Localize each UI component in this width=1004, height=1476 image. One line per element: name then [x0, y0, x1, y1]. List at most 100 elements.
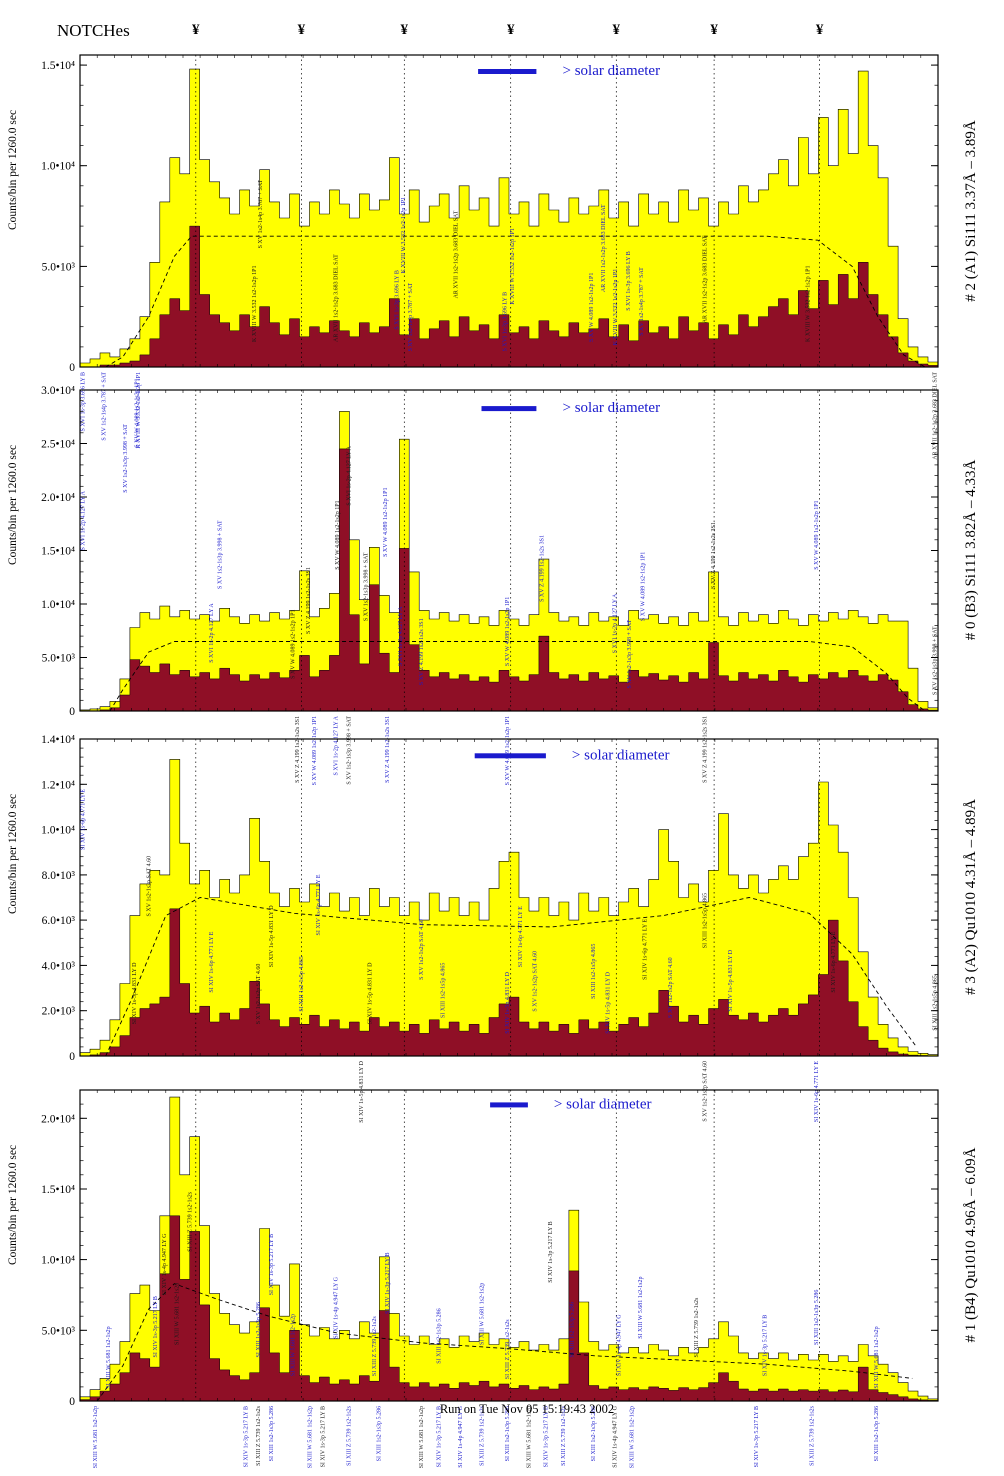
line-id-label: SI XIV 1s-5p 4.831 LY D [269, 905, 275, 967]
solar-diameter-label: > solar diameter [572, 747, 670, 763]
line-id-label: SI XIII 1s2-1s3p 5.286 [256, 1302, 262, 1357]
line-id-label: SI XIV 1s-6p 4.771 LY E [80, 789, 86, 850]
solar-diameter-label: > solar diameter [563, 400, 661, 416]
panel-3: 0 2.0•10³ 4.0•10³ 6.0•10³ 8.0•10³ 1.0•10⁴ 1.2•… [41, 734, 939, 1123]
y-tick-label: 4.0•10³ [42, 960, 76, 972]
line-id-label: SI XIV 1s-6p 4.771 LY E [209, 931, 215, 992]
y-tick-label: 2.0•10³ [42, 1006, 76, 1018]
panel-1-title: # 2 (A1) Si111 3.37Å – 3.89Å [963, 120, 979, 302]
notch-symbol: ¥ [192, 22, 200, 38]
line-id-label: K XVIII W 3.532 1s2-1s2p 1P1 [805, 266, 811, 342]
line-id-label: S XV 1s2-1s2p SAT 4.60 [419, 919, 425, 980]
line-id-label: SI XIV 1s-6p 4.771 LY E [518, 906, 524, 967]
y-tick-label: 0 [69, 362, 75, 374]
line-id-label: SI XIV 1s-4p 4.947 LY G [617, 1314, 623, 1376]
line-id-label: SI XIII W 5.681 1s2-1s2p [629, 1406, 635, 1468]
y-tick-label: 5.0•10³ [42, 653, 76, 665]
notch-symbol: ¥ [507, 22, 515, 38]
y-tick-label: 2.0•10⁴ [41, 492, 75, 504]
line-id-label: SI XIV 1s-4p 4.947 LY G [333, 1276, 339, 1338]
y-tick-label: 2.0•10⁴ [41, 1113, 75, 1125]
line-id-label: SI XIII 1s2-1s5p 4.865 [441, 963, 447, 1018]
line-id-label: SI XIII W 5.681 1s2-1s2p [93, 1406, 99, 1468]
panel-2-ylabel: Counts/bin per 1260.0 sec [7, 445, 19, 565]
line-id-label: S XVI 1s-2p 4.127 LY A [209, 603, 215, 663]
line-id-label: SI XIV 1s-3p 5.217 LY B [762, 1315, 768, 1376]
line-id-label: SI XIII 1s2-1s3p 5.286 [874, 1406, 880, 1461]
line-id-label: SI XIV 1s-5p 4.831 LY D [359, 1060, 365, 1122]
line-id-label: SI XIII Z 5.739 1s2-1s2s [561, 1405, 567, 1465]
line-id-label: S XV W 4.089 1s2-1s2p 1P1 [641, 552, 647, 621]
line-id-label: K XVIII W 3.532 1s2-1s2p 1P1 [510, 228, 516, 304]
line-id-label: SI XIV 1s-5p 4.831 LY D [505, 971, 511, 1033]
line-id-label: S XV 1s2-1s3p 3.998 + SAT [123, 424, 129, 493]
line-id-label: S XV W 4.089 1s2-1s2p 1P1 [335, 500, 341, 569]
background-counts-histogram [80, 908, 939, 1057]
background-model-curve [105, 235, 926, 368]
line-id-label: S XV Z 4.199 1s2-1s2s 3S1 [702, 716, 708, 783]
line-id-label: SI XIII W 5.681 1s2-1s2p [175, 1283, 181, 1345]
background-counts-histogram [80, 448, 939, 712]
panel-2: 0 5.0•10³ 1.0•10⁴ 1.5•10⁴ 2.0•10⁴ 2.5•10⁴ 3.0•… [41, 378, 939, 785]
y-tick-label: 1.0•10⁴ [41, 161, 75, 173]
line-id-label: S XV W 4.089 1s2-1s2p 1P1 [814, 500, 820, 569]
line-id-label: SI XIII 1s2-1s5p 4.865 [702, 893, 708, 948]
line-id-label: S XV 1s2-1s2p SAT 4.60 [256, 964, 262, 1025]
y-tick-label: 0 [69, 1396, 75, 1408]
background-counts-histogram [79, 1215, 939, 1402]
total-counts-histogram [79, 759, 939, 1057]
line-id-label: SI XIII 1s2-1s3p 5.286 [436, 1308, 442, 1363]
solar-diameter-bar [481, 406, 537, 412]
line-id-label: S XV 1s2-1s2p SAT 4.60 [533, 951, 539, 1012]
line-id-label: SI XIV 1s-3p 5.217 LY B [321, 1406, 327, 1467]
line-id-label: SI XIII Z 5.739 1s2-1s2s [505, 1319, 511, 1379]
line-id-label: SI XIV 1s-3p 5.217 LY B [436, 1406, 442, 1467]
notch-symbol: ¥ [816, 22, 824, 38]
notch-markers: ¥ ¥ ¥ ¥ ¥ ¥ ¥ [192, 22, 824, 38]
line-id-label: SI XIV 1s-3p 5.217 LY B [243, 1406, 249, 1467]
panel-4-ylabel: Counts/bin per 1260.0 sec [7, 1145, 19, 1265]
line-id-label: AR XVII 1s2-1s2p 3.683 DIEL SAT [454, 210, 460, 298]
line-id-label: S XVI 1s-3p 3.696 LY B [394, 270, 400, 330]
line-id-label: S XV 1s2-1s3p 3.998 + SAT [346, 716, 352, 785]
line-id-label: S XVI 1s-2p 4.127 LY A [612, 593, 618, 653]
notch-symbol: ¥ [401, 22, 409, 38]
line-id-label: S XV W 4.089 1s2-1s2p 1P1 [505, 597, 511, 666]
line-id-label: SI XIV 1s-3p 5.217 LY B [385, 1252, 391, 1313]
y-tick-label: 1.5•10⁴ [41, 60, 75, 72]
line-id-label: SI XIII W 5.681 1s2-1s2p [308, 1406, 314, 1468]
line-id-label: SI XIII 1s2-1s3p 5.286 [591, 1406, 597, 1461]
line-id-label: SI XIII 1s2-1s3p 5.286 [269, 1406, 275, 1461]
notch-symbol: ¥ [298, 22, 306, 38]
line-id-label: SI XIV 1s-5p 4.831 LY D [132, 962, 138, 1024]
line-id-label: SI XIII Z 5.739 1s2-1s2s [479, 1405, 485, 1465]
line-id-label: SI XIII Z 5.739 1s2-1s2s [372, 1316, 378, 1376]
y-tick-label: 1.5•10⁴ [41, 546, 75, 558]
panel-4: 0 5.0•10³ 1.0•10⁴ 1.5•10⁴ 2.0•10⁴ > solar dia… [41, 1089, 939, 1468]
line-id-label: SI XIII W 5.681 1s2-1s2p [291, 1314, 297, 1376]
line-id-label: S XV W 4.089 1s2-1s2p 1P1 [505, 716, 511, 785]
line-id-label: SI XIII Z 5.739 1s2-1s2s [694, 1297, 700, 1357]
background-counts-histogram [80, 225, 939, 368]
panel-3-ylabel: Counts/bin per 1260.0 sec [7, 794, 19, 914]
line-id-label: SI XIV 1s-3p 5.217 LY B [544, 1406, 550, 1467]
line-id-label: SI XIII Z 5.739 1s2-1s2s [346, 1405, 352, 1465]
y-tick-label: 1.0•10⁴ [41, 825, 75, 837]
line-id-label: SI XIII Z 5.739 1s2-1s2s [256, 1405, 262, 1465]
run-timestamp: Run on Tue Nov 05 15:19:43 2002 [440, 1402, 614, 1416]
line-id-label: SI XIV 1s-6p 4.771 LY E [642, 919, 648, 980]
line-id-label: SI XIV 1s-3p 5.217 LY B [754, 1406, 760, 1467]
line-id-label: S XV W 4.089 1s2-1s2p 1P1 [134, 378, 140, 447]
line-id-label: SI XIII 1s2-1s3p 5.286 [505, 1406, 511, 1461]
line-id-label: K XVIII W 3.532 1s2-1s2p 1P1 [401, 197, 407, 273]
total-counts-histogram [79, 1096, 939, 1402]
line-id-label: S XVI 1s-2p 4.127 LY A [346, 445, 352, 505]
line-id-label: S XV 1s2-1s3p 3.998 + SAT [627, 620, 633, 689]
total-counts-histogram [79, 411, 939, 712]
line-id-label: AR XVII 1s2-1s2p 3.683 DIEL SAT [702, 235, 708, 323]
line-id-label: S XVI 1s-3p 3.696 LY B [502, 292, 508, 352]
notch-symbol: ¥ [613, 22, 621, 38]
background-model-curve [109, 641, 926, 712]
line-id-label: K XVIII W 3.532 1s2-1s2p 1P1 [136, 372, 142, 448]
